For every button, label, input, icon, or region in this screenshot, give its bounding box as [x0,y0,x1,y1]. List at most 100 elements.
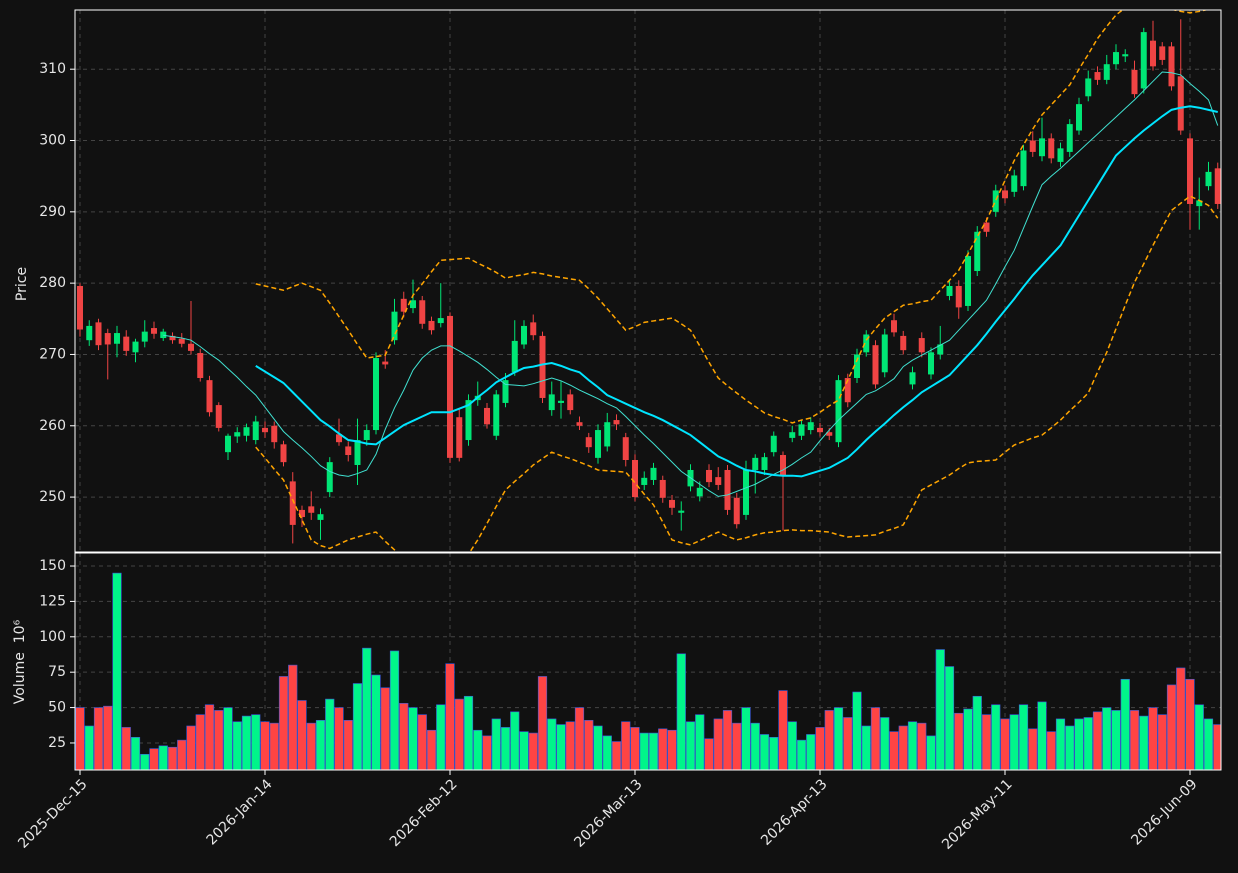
candle-body [511,340,518,373]
candle-body [789,432,796,438]
y-tick-label: 25 [48,735,66,751]
candle-body [299,509,305,518]
volume-bar [889,731,899,770]
volume-bar [325,698,335,770]
candle-body [798,424,805,436]
volume-bar [269,722,279,770]
candle-body [1122,54,1129,57]
candle-body [965,256,971,306]
candle-body [262,427,268,433]
volume-bar [251,714,261,770]
candle-body [271,425,278,443]
volume-bar [676,653,686,770]
volume-bar [352,683,363,770]
y-tick-label: 290 [39,204,66,220]
candle-body [909,372,916,385]
candle-body [1140,32,1147,89]
volume-bar [278,676,289,770]
candle-body [280,444,287,463]
volume-bar [1185,678,1195,770]
volume-bar [491,718,501,770]
candle-body [1039,138,1045,157]
candle-body [336,434,342,443]
volume-bar [796,739,807,770]
y-tick-label: 100 [39,629,66,645]
volume-bar [1083,717,1093,770]
candle-body [1113,52,1119,65]
candle-body [225,435,231,453]
volume-bar [223,707,233,770]
volume-bar [463,695,474,770]
volume-bar [436,704,446,770]
candle-body [345,446,352,456]
candle-body [169,335,176,341]
volume-bar [528,732,538,770]
candle-body [807,422,814,431]
candle-body [604,422,611,447]
candle-body [1029,140,1036,152]
candle-body [955,285,962,308]
candle-body [1150,40,1156,67]
candle-body [863,334,870,353]
candle-body [252,421,259,441]
volume-bar [167,746,178,770]
candle-body [992,190,999,212]
candle-body [151,328,157,334]
candle-body [86,325,93,341]
candle-body [104,333,111,345]
candle-body [715,477,722,485]
volume-bar [306,722,316,770]
candle-body [983,222,990,232]
candle-body [1196,200,1203,207]
candle-body [234,432,241,437]
indicator-line [255,195,1219,552]
candle-body [437,318,444,324]
candle-body [567,394,574,411]
volume-bar [445,663,455,770]
candle-body [123,336,130,351]
volume-bar [93,707,104,770]
candle-body [770,435,777,453]
candle-body [1177,76,1184,131]
volume-bar [935,649,945,770]
candle-body [243,427,250,436]
candle-body [289,481,296,525]
volume-bar [334,707,344,770]
candle-body [521,325,527,345]
volume-bar [944,666,955,770]
volume-bar [389,650,400,770]
candle-body [733,497,740,525]
volume-bar [584,720,594,770]
volume-bar [824,710,834,770]
volume-bar [195,714,205,770]
y-tick-label: 250 [39,489,66,505]
volume-bar [260,721,270,770]
candle-body [114,333,120,344]
volume-bar [648,732,659,770]
volume-bar [315,720,326,770]
volume-bar [297,700,307,770]
volume-bar [482,735,492,770]
candle-body [659,479,666,498]
volume-bar [806,734,816,770]
candle-body [946,285,953,296]
volume-bar [704,738,714,770]
candle-body [363,430,370,441]
volume-bar [602,735,612,770]
candle-body [585,437,592,448]
volume-bar [1120,678,1130,770]
volume-bar [1000,718,1010,770]
volume-bar [177,739,187,770]
candle-body [854,354,860,378]
candle-body [215,405,222,428]
candle-body [891,320,897,333]
candle-body [548,394,555,411]
volume-bar [787,721,797,770]
volume-bar [408,707,418,770]
candle-body [780,455,786,475]
indicator-line [163,71,1219,497]
volume-bar [658,728,668,770]
volume-bar [685,721,696,770]
volume-bar [991,704,1001,770]
